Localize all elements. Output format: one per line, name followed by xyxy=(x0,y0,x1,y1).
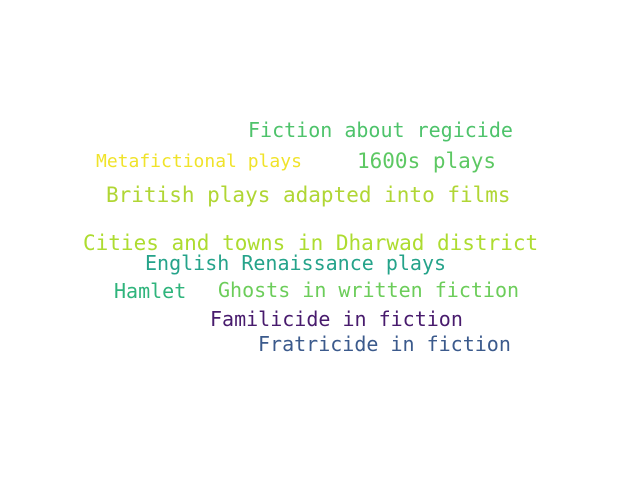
word-1600s-plays: 1600s plays xyxy=(357,149,497,173)
word-english-renaissance-plays: English Renaissance plays xyxy=(145,251,447,275)
word-hamlet: Hamlet xyxy=(114,279,187,303)
word-cities-and-towns-in-dharwad-district: Cities and towns in Dharwad district xyxy=(83,231,539,255)
word-british-plays-adapted-into-films: British plays adapted into films xyxy=(106,183,511,207)
word-metafictional-plays: Metafictional plays xyxy=(96,151,302,172)
word-fiction-about-regicide: Fiction about regicide xyxy=(248,118,513,142)
word-ghosts-in-written-fiction: Ghosts in written fiction xyxy=(218,278,520,302)
word-familicide-in-fiction: Familicide in fiction xyxy=(210,307,463,331)
word-fratricide-in-fiction: Fratricide in fiction xyxy=(258,332,511,356)
